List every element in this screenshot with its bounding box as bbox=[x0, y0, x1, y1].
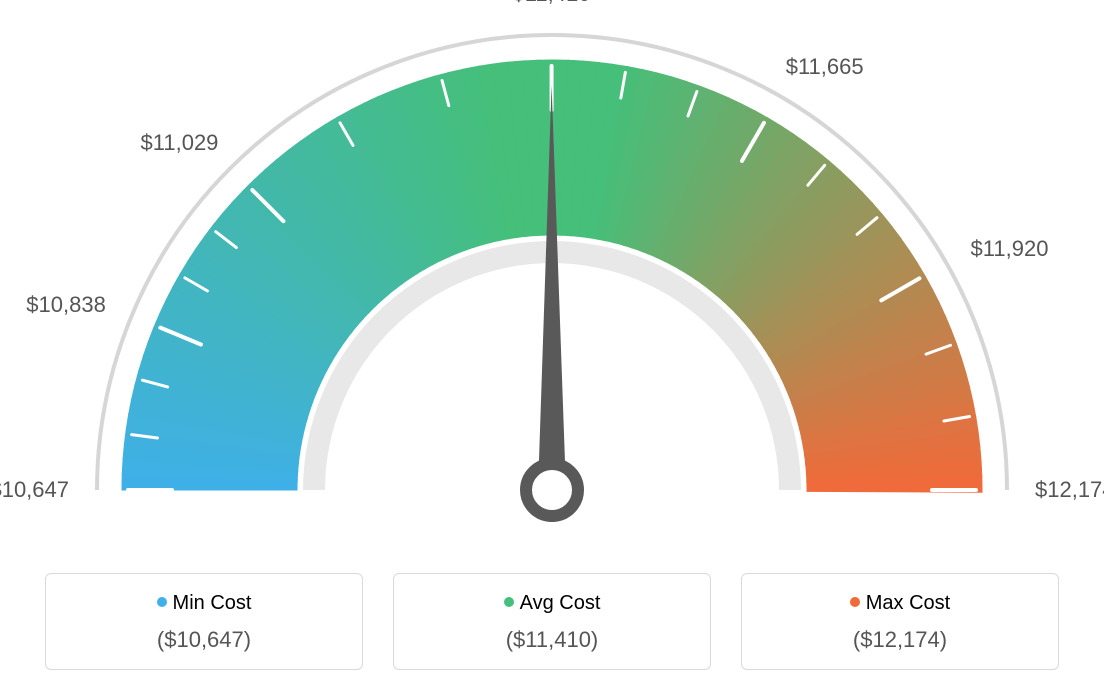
tick-label: $11,920 bbox=[971, 236, 1049, 262]
cost-gauge-chart: $10,647 $10,838 $11,029 $11,410 $11,665 $11,9… bbox=[0, 0, 1104, 690]
legend-value-max: ($12,174) bbox=[752, 627, 1048, 653]
legend-value-min: ($10,647) bbox=[56, 627, 352, 653]
legend-label-avg: Avg Cost bbox=[404, 592, 700, 615]
legend-card-avg: Avg Cost ($11,410) bbox=[393, 573, 711, 670]
legend-row: Min Cost ($10,647) Avg Cost ($11,410) Ma… bbox=[45, 573, 1059, 670]
tick-label: $11,029 bbox=[141, 130, 219, 156]
legend-card-max: Max Cost ($12,174) bbox=[741, 573, 1059, 670]
dot-icon bbox=[850, 597, 860, 607]
legend-label-min: Min Cost bbox=[56, 592, 352, 615]
legend-label-text: Max Cost bbox=[866, 592, 950, 614]
dot-icon bbox=[504, 597, 514, 607]
legend-card-min: Min Cost ($10,647) bbox=[45, 573, 363, 670]
tick-label: $11,665 bbox=[786, 54, 864, 80]
tick-label: $10,838 bbox=[26, 292, 106, 318]
tick-label: $12,174 bbox=[1035, 477, 1104, 503]
tick-label: $10,647 bbox=[0, 477, 69, 503]
gauge-area: $10,647 $10,838 $11,029 $11,410 $11,665 $11,9… bbox=[0, 0, 1104, 560]
legend-label-text: Min Cost bbox=[173, 592, 252, 614]
legend-value-avg: ($11,410) bbox=[404, 627, 700, 653]
gauge-svg bbox=[0, 0, 1104, 560]
legend-label-text: Avg Cost bbox=[520, 592, 601, 614]
dot-icon bbox=[157, 597, 167, 607]
tick-label: $11,410 bbox=[513, 0, 591, 7]
legend-label-max: Max Cost bbox=[752, 592, 1048, 615]
